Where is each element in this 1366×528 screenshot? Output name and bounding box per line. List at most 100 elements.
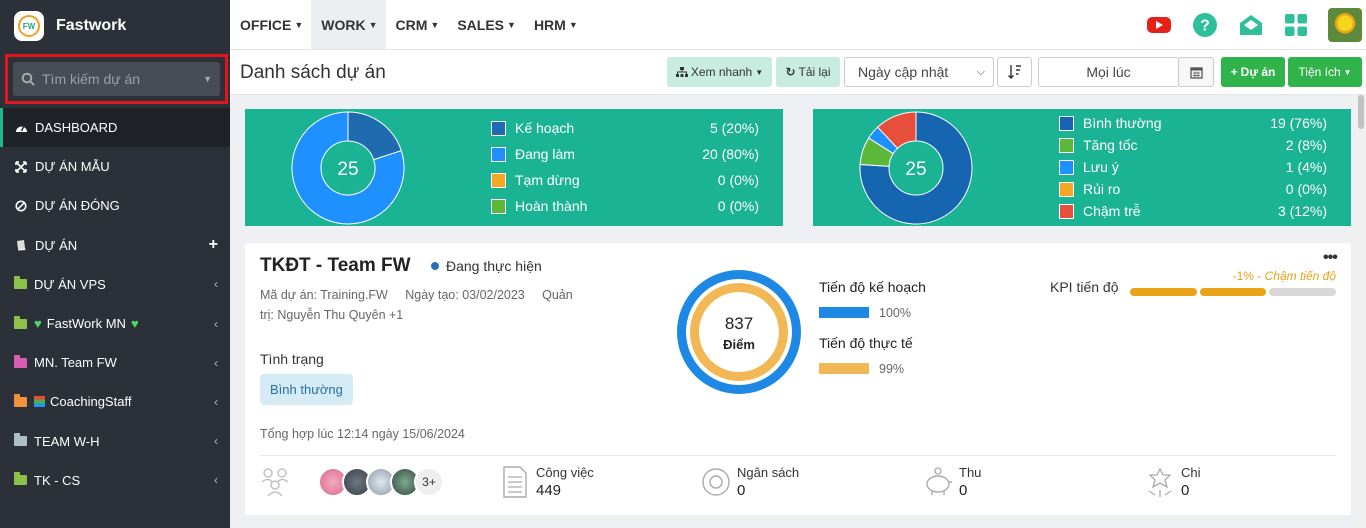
legend-value: 1 (4%) [1285, 159, 1327, 175]
legend-value: 0 (0%) [717, 198, 759, 214]
scrollbar-thumb[interactable] [1358, 95, 1364, 129]
donut-slice [347, 111, 402, 161]
page-header: Danh sách dự án Xem nhanh ▼ ↻ Tải lại Ng… [230, 50, 1366, 95]
search-highlight: Tìm kiếm dự án ▼ [5, 54, 228, 104]
menu-office[interactable]: OFFICE ▼ [240, 16, 304, 33]
status-total: 25 [337, 159, 358, 180]
expand-icon [14, 160, 28, 173]
sidebar-item-fastwork-mn[interactable]: ♥ FastWork MN ♥ ‹ [0, 304, 230, 343]
sidebar-item-label: DỰ ÁN [35, 237, 78, 253]
caret-down-icon: ▼ [1343, 67, 1352, 77]
plan-progress-value: 100% [879, 306, 911, 320]
project-card[interactable]: TKĐT - Team FW Đang thực hiện ••• Mã dự … [245, 243, 1351, 515]
brand[interactable]: FW Fastwork [0, 0, 230, 52]
project-title[interactable]: TKĐT - Team FW [260, 255, 411, 276]
member-avatars[interactable]: 3+ [318, 467, 444, 497]
chevron-left-icon: ‹ [214, 473, 218, 488]
legend-item: Bình thường 19 (76%) [1059, 115, 1327, 131]
legend-label: Tạm dừng [515, 172, 580, 188]
sidebar-item-coachingstaff[interactable]: CoachingStaff ‹ [0, 382, 230, 421]
legend-swatch [491, 198, 506, 214]
score-ring: 837 Điểm [677, 270, 801, 394]
donut-slice [859, 111, 973, 225]
legend-value: 0 (0%) [717, 172, 759, 188]
menu-sales[interactable]: SALES ▼ [457, 16, 516, 33]
svg-text:?: ? [1200, 17, 1210, 34]
fastwork-logo: FW [14, 11, 44, 41]
legend-value: 2 (8%) [1285, 137, 1327, 153]
sidebar-item-tk-cs[interactable]: TK - CS ‹ [0, 461, 230, 500]
apps-grid-icon[interactable] [1284, 13, 1308, 37]
legend-item: Tăng tốc 2 (8%) [1059, 137, 1327, 153]
caret-down-icon: ▼ [368, 19, 378, 30]
legend-item: Lưu ý 1 (4%) [1059, 159, 1327, 175]
calendar-button[interactable] [1178, 57, 1214, 87]
plan-progress-bar [819, 307, 869, 318]
state-badge: Bình thường [260, 374, 353, 405]
footer-budget[interactable]: Ngân sách 0 [701, 465, 799, 499]
state-label: Tình trạng [260, 351, 324, 367]
sidebar-item-du-an[interactable]: DỰ ÁN + [0, 226, 230, 265]
footer-tasks[interactable]: Công việc 449 [500, 465, 594, 499]
folder-icon [14, 393, 27, 407]
legend-item: Chậm trễ 3 (12%) [1059, 203, 1327, 219]
actual-progress-label: Tiến độ thực tế [819, 335, 913, 351]
menu-crm[interactable]: CRM ▼ [395, 16, 440, 33]
score-label: Điểm [723, 337, 755, 352]
more-members[interactable]: 3+ [414, 467, 444, 497]
sort-order-button[interactable] [997, 57, 1032, 87]
mail-open-icon[interactable] [1238, 13, 1264, 37]
sidebar-item-label: DỰ ÁN ĐÓNG [35, 198, 120, 214]
add-project-icon[interactable]: + [208, 236, 218, 254]
add-project-button[interactable]: + Dự án [1221, 57, 1285, 87]
folder-icon [14, 276, 27, 290]
quick-view-button[interactable]: Xem nhanh ▼ [667, 57, 772, 87]
chevron-left-icon: ‹ [214, 316, 218, 331]
green-heart-icon: ♥ [130, 316, 139, 332]
reload-button[interactable]: ↻ Tải lại [776, 57, 840, 87]
caret-down-icon: ▼ [294, 19, 304, 30]
sidebar-item-label: DASHBOARD [35, 120, 118, 136]
menu-hrm[interactable]: HRM ▼ [533, 16, 578, 33]
footer-expense[interactable]: Chi 0 [1145, 465, 1201, 499]
utilities-button[interactable]: Tiện ích ▼ [1288, 57, 1362, 87]
team-icon [261, 468, 289, 497]
lifebuoy-icon [702, 468, 730, 496]
help-icon[interactable]: ? [1192, 12, 1218, 38]
sort-field-select[interactable]: Ngày cập nhật ⌵ [844, 57, 994, 87]
sidebar-item-dashboard[interactable]: DASHBOARD [0, 108, 230, 148]
caret-down-icon: ▼ [203, 74, 212, 84]
sidebar-item-du-an-vps[interactable]: DỰ ÁN VPS ‹ [0, 265, 230, 304]
health-stats-card: 25 Bình thường 19 (76%) Tăng tốc 2 (8%) Lưu … [813, 109, 1351, 226]
folder-icon [14, 315, 27, 329]
folder-icon [14, 433, 27, 447]
search-icon [21, 72, 35, 86]
page-title: Danh sách dự án [240, 62, 386, 83]
kpi-segment [1269, 288, 1336, 296]
refresh-icon: ↻ [785, 65, 796, 79]
more-options-icon[interactable]: ••• [1323, 249, 1338, 266]
sidebar-item-du-an-dong[interactable]: DỰ ÁN ĐÓNG [0, 186, 230, 225]
time-range-input[interactable]: Mọi lúc [1038, 57, 1179, 87]
actual-progress-value: 99% [879, 362, 905, 376]
sidebar-item-du-an-mau[interactable]: DỰ ÁN MẪU [0, 147, 230, 186]
main-menu: OFFICE ▼ WORK ▼ CRM ▼ SALES ▼ HRM ▼ [230, 0, 586, 49]
legend-swatch [1059, 181, 1074, 197]
score-value: 837 [725, 314, 753, 333]
sidebar-item-team-w-h[interactable]: TEAM W-H ‹ [0, 422, 230, 461]
donut-slice [876, 111, 917, 150]
footer-income[interactable]: Thu 0 [923, 465, 981, 499]
user-avatar[interactable] [1328, 7, 1362, 42]
actual-progress-bar [819, 363, 869, 374]
sidebar-item-label: FastWork MN [46, 316, 126, 332]
kpi-note: -1% - Chậm tiến độ [1232, 269, 1336, 283]
project-search-input[interactable]: Tìm kiếm dự án ▼ [13, 62, 220, 96]
sitemap-icon [675, 66, 688, 77]
page-scrollbar[interactable] [1356, 95, 1366, 528]
chevron-left-icon: ‹ [214, 394, 218, 409]
menu-work[interactable]: WORK ▼ [311, 0, 386, 49]
sidebar-item-mn-team-fw[interactable]: MN. Team FW ‹ [0, 343, 230, 382]
status-stats-card: 25 Kế hoạch 5 (20%) Đang làm 20 (80%) Tạm dừ… [245, 109, 783, 226]
health-donut-chart: 25 [859, 111, 973, 225]
youtube-icon[interactable] [1146, 15, 1172, 35]
